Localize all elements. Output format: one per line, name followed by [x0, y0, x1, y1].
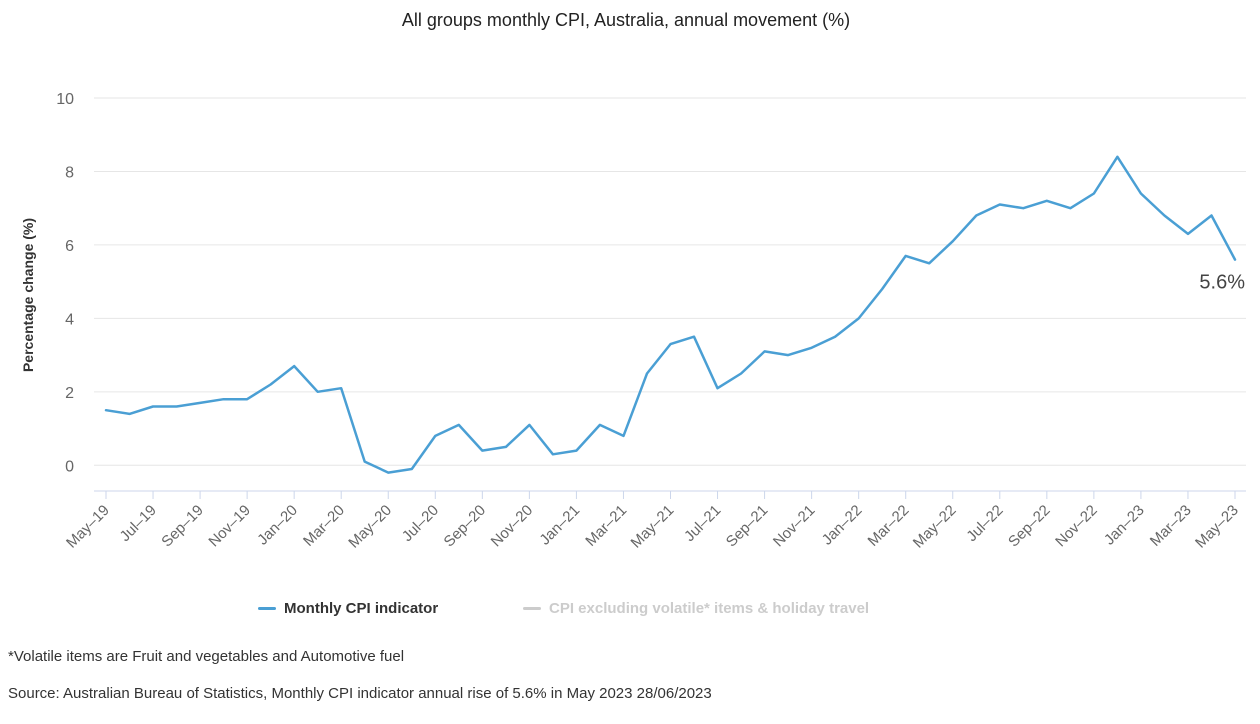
x-tick-label: May–21 [628, 502, 678, 552]
x-tick-label: May–20 [345, 502, 395, 552]
data-point [1091, 190, 1097, 196]
x-tick-label: May–22 [910, 502, 960, 552]
data-point [903, 253, 909, 259]
y-axis-ticks: 0 2 4 6 8 10 [56, 91, 74, 475]
data-point [503, 444, 509, 450]
x-tick-label: Mar–20 [300, 502, 348, 550]
data-point [127, 411, 133, 417]
data-point [103, 407, 109, 413]
data-point [409, 466, 415, 472]
data-point [1138, 190, 1144, 196]
x-tick-label: Nov–20 [488, 502, 537, 551]
legend-label: Monthly CPI indicator [284, 600, 439, 617]
data-point [715, 385, 721, 391]
legend-item-cpi-excluding-volatile[interactable]: CPI excluding volatile* items & holiday … [523, 600, 869, 617]
x-tick-label: Sep–20 [441, 502, 490, 551]
x-tick-label: Jul–19 [117, 502, 160, 545]
x-tick-label: Jan–20 [254, 502, 301, 549]
data-point [268, 381, 274, 387]
y-tick-label: 0 [65, 458, 74, 475]
data-point [150, 404, 156, 410]
data-point [926, 260, 932, 266]
volatile-footnote: *Volatile items are Fruit and vegetables… [8, 648, 405, 665]
data-point [738, 370, 744, 376]
x-tick-label: Mar–22 [865, 502, 913, 550]
series-layer [103, 154, 1238, 476]
data-point [385, 470, 391, 476]
data-point [432, 433, 438, 439]
x-tick-label: Sep–19 [158, 502, 207, 551]
data-point [620, 433, 626, 439]
data-point [221, 396, 227, 402]
data-point [785, 352, 791, 358]
data-point [1067, 205, 1073, 211]
x-tick-label: Jul–20 [399, 502, 442, 545]
x-tick-label: May–23 [1192, 502, 1242, 552]
data-point [597, 422, 603, 428]
legend-swatch [523, 607, 541, 610]
data-point [644, 370, 650, 376]
data-point [338, 385, 344, 391]
y-tick-label: 4 [65, 311, 74, 328]
data-point [809, 345, 815, 351]
data-point [174, 404, 180, 410]
data-point [668, 341, 674, 347]
x-tick-label: Sep–22 [1005, 502, 1054, 551]
x-tick-label: Nov–19 [205, 502, 254, 551]
x-tick-label: Mar–23 [1147, 502, 1195, 550]
x-tick-label: Jan–23 [1101, 502, 1148, 549]
data-point [526, 422, 532, 428]
x-tick-label: Nov–21 [770, 502, 819, 551]
data-point [691, 334, 697, 340]
y-tick-label: 6 [65, 238, 74, 255]
x-tick-label: Jan–22 [819, 502, 866, 549]
data-point [197, 400, 203, 406]
data-point [832, 334, 838, 340]
x-tick-label: Nov–22 [1052, 502, 1101, 551]
grid-lines [94, 97, 1246, 466]
data-point [479, 448, 485, 454]
data-point [1114, 154, 1120, 160]
data-point [573, 448, 579, 454]
legend-swatch [258, 607, 276, 610]
data-point [1185, 231, 1191, 237]
data-point [456, 422, 462, 428]
data-point [1161, 213, 1167, 219]
legend: Monthly CPI indicator CPI excluding vola… [0, 600, 1252, 624]
data-point [997, 202, 1003, 208]
legend-item-monthly-cpi[interactable]: Monthly CPI indicator [258, 600, 438, 617]
x-tick-label: Jul–22 [963, 502, 1006, 545]
y-tick-label: 2 [65, 385, 74, 402]
data-point [856, 315, 862, 321]
data-point [1044, 198, 1050, 204]
data-point [550, 451, 556, 457]
data-point [291, 363, 297, 369]
x-tick-label: Jan–21 [536, 502, 583, 549]
y-axis-label: Percentage change (%) [20, 218, 36, 372]
x-tick-label: May–19 [63, 502, 113, 552]
last-value-label: 5.6% [1199, 272, 1245, 294]
data-point [950, 238, 956, 244]
data-point [1208, 213, 1214, 219]
data-point [1020, 205, 1026, 211]
data-point [879, 286, 885, 292]
data-point [315, 389, 321, 395]
y-tick-label: 10 [56, 91, 74, 108]
x-tick-label: Jul–21 [681, 502, 724, 545]
data-point [973, 213, 979, 219]
data-point [1232, 257, 1238, 263]
source-footnote: Source: Australian Bureau of Statistics,… [8, 685, 712, 702]
chart-title: All groups monthly CPI, Australia, annua… [401, 10, 851, 30]
data-point [362, 459, 368, 465]
legend-label: CPI excluding volatile* items & holiday … [549, 600, 870, 617]
series-line-monthly-cpi [104, 155, 1237, 474]
x-tick-label: Mar–21 [582, 502, 630, 550]
data-point [244, 396, 250, 402]
y-tick-label: 8 [65, 164, 74, 181]
x-tick-label: Sep–21 [723, 502, 772, 551]
data-point [762, 348, 768, 354]
